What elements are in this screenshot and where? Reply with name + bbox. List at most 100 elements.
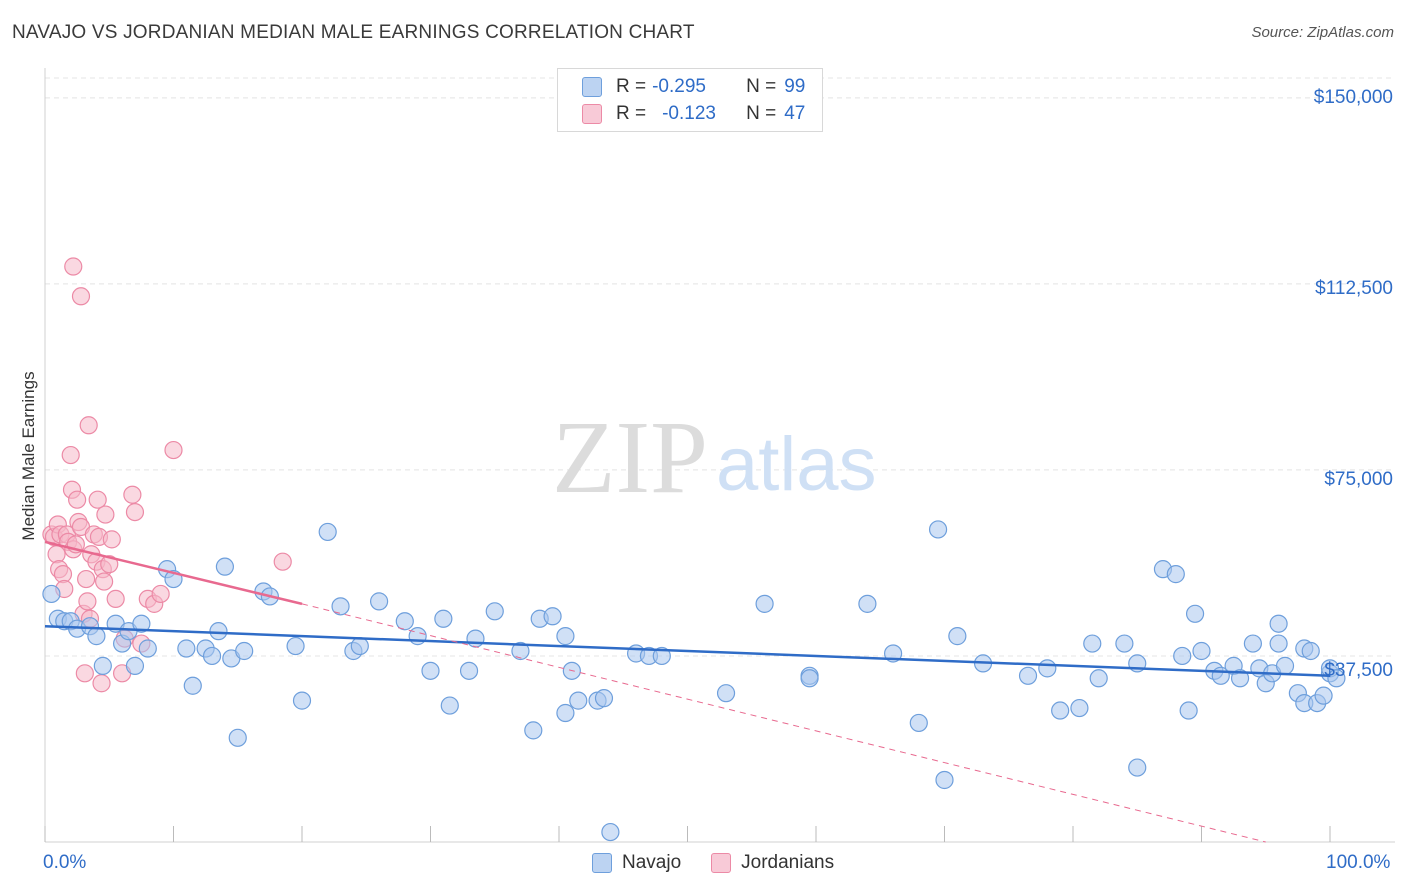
jordanian-point	[77, 569, 96, 589]
jordanian-point	[61, 445, 80, 465]
navajo-point	[1038, 659, 1057, 678]
navajo-point	[42, 584, 61, 604]
legend-item-navajo[interactable]: Navajo	[592, 852, 681, 874]
navajo-point	[235, 641, 254, 661]
navajo-point	[318, 522, 337, 542]
navajo-point	[1128, 758, 1147, 777]
navajo-swatch	[582, 77, 602, 97]
y-tick-label-112500: $112,500	[1315, 278, 1393, 299]
navajo-point	[459, 661, 479, 680]
stats-legend: R = -0.295 N = 99 R = -0.123 N = 47	[557, 68, 823, 132]
legend-row-jordanians: R = -0.123 N = 47	[582, 101, 805, 127]
navajo-point	[1275, 656, 1295, 675]
jordanian-legend-swatch	[711, 853, 732, 873]
watermark-atlas: atlas	[716, 422, 877, 507]
navajo-point	[1230, 669, 1250, 688]
navajo-point	[331, 597, 350, 616]
jordanian-point	[78, 592, 97, 611]
navajo-point	[1327, 669, 1346, 688]
navajo-point	[524, 721, 543, 740]
watermark-zip: ZIP	[552, 400, 708, 515]
jordanian-n-value: 47	[784, 103, 806, 124]
navajo-legend-swatch	[592, 853, 612, 873]
navajo-point	[1243, 634, 1263, 653]
navajo-point	[93, 656, 112, 675]
navajo-point	[652, 646, 671, 666]
jordanian-r-value: -0.123	[662, 103, 716, 124]
navajo-point	[125, 656, 145, 675]
legend-item-jordanians[interactable]: Jordanians	[711, 852, 834, 874]
navajo-point	[909, 713, 928, 733]
navajo-point	[395, 612, 414, 631]
navajo-point	[421, 661, 440, 680]
jordanian-point	[273, 552, 292, 571]
jordanian-point	[106, 589, 125, 609]
jordanian-point	[88, 490, 107, 509]
x-tick-label-min: 0.0%	[43, 852, 87, 873]
navajo-n-value: 99	[784, 76, 806, 97]
navajo-point	[928, 520, 948, 539]
navajo-point	[1192, 641, 1211, 661]
jordanian-point	[75, 664, 94, 683]
navajo-point	[858, 594, 877, 613]
y-tick-label-75000: $75,000	[1324, 469, 1393, 490]
navajo-r-label: R =	[616, 76, 647, 97]
y-tick-label-37500: $37,500	[1324, 660, 1393, 681]
navajo-point	[440, 696, 459, 715]
jordanian-point	[92, 674, 111, 693]
jordanian-point	[64, 257, 83, 276]
jordanian-trend-line	[44, 540, 303, 606]
navajo-point	[286, 636, 305, 656]
navajo-point	[87, 627, 106, 646]
jordanian-point	[95, 572, 114, 591]
navajo-point	[132, 614, 151, 633]
navajo-point	[138, 639, 157, 658]
jordanian-point	[123, 485, 142, 504]
navajo-point	[408, 627, 427, 646]
series-legend: Navajo Jordanians	[592, 852, 864, 874]
jordanian-point	[96, 505, 115, 524]
navajo-point	[716, 684, 736, 703]
jordanian-n-label: N =	[746, 103, 777, 124]
jordanian-point	[151, 584, 170, 604]
chart-title: NAVAJO VS JORDANIAN MEDIAN MALE EARNINGS…	[12, 22, 695, 43]
navajo-point	[228, 728, 247, 747]
navajo-point	[466, 629, 485, 648]
navajo-point	[209, 622, 228, 641]
jordanian-point	[100, 555, 119, 574]
y-tick-label-150000: $150,000	[1313, 87, 1393, 108]
jordanian-legend-label: Jordanians	[741, 852, 835, 873]
navajo-point	[1115, 634, 1134, 653]
navajo-point	[935, 770, 954, 790]
navajo-r-value: -0.295	[652, 76, 706, 97]
y-axis-label: Median Male Earnings	[19, 371, 38, 541]
x-tick-label-max: 100.0%	[1326, 852, 1391, 873]
navajo-point	[1173, 646, 1192, 666]
jordanian-point	[164, 440, 183, 460]
navajo-point	[1070, 698, 1089, 718]
jordanian-point	[79, 416, 98, 435]
jordanian-point	[102, 530, 121, 549]
jordanian-r-label: R =	[616, 103, 647, 124]
navajo-trend-line	[44, 624, 1331, 678]
navajo-point	[485, 602, 504, 621]
navajo-point	[1314, 686, 1333, 705]
jordanian-point	[125, 502, 145, 522]
navajo-point	[594, 689, 614, 708]
navajo-legend-label: Navajo	[622, 852, 682, 873]
jordanian-trend-extension	[301, 603, 1266, 843]
navajo-point	[1051, 701, 1070, 720]
navajo-point	[292, 691, 312, 710]
navajo-point	[1185, 604, 1205, 623]
navajo-point	[183, 676, 202, 695]
navajo-point	[215, 557, 234, 576]
navajo-point	[1166, 565, 1185, 584]
navajo-point	[1089, 669, 1108, 688]
source-credit: Source: ZipAtlas.com	[1251, 24, 1394, 41]
navajo-point	[1083, 634, 1102, 653]
navajo-point	[370, 592, 389, 611]
legend-row-navajo: R = -0.295 N = 99	[582, 74, 805, 100]
jordanian-swatch	[582, 104, 602, 124]
navajo-point	[948, 627, 967, 646]
